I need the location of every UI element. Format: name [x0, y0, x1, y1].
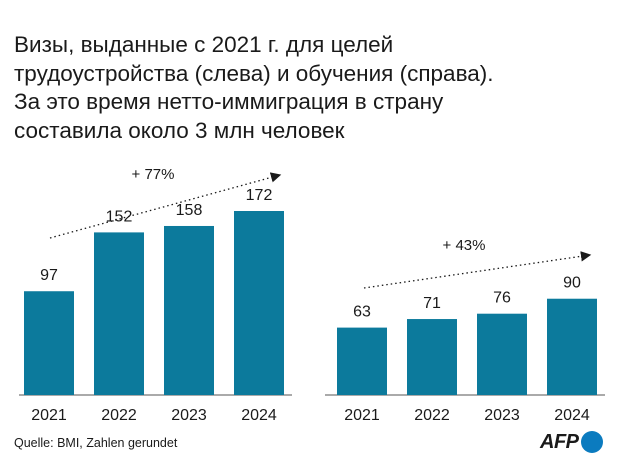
x-tick-label: 2024: [554, 407, 590, 424]
x-tick-label: 2024: [241, 407, 277, 424]
chart-title: Визы, выданные с 2021 г. для целей трудо…: [14, 31, 614, 145]
title-line-4: составила около 3 млн человек: [14, 117, 345, 143]
data-label: 97: [40, 267, 58, 284]
data-label: 71: [423, 295, 441, 312]
bar: [94, 232, 144, 395]
bar: [407, 319, 457, 395]
source-note: Quelle: BMI, Zahlen gerundet: [14, 436, 178, 450]
bar: [337, 327, 387, 395]
title-line-2: трудоустройства (слева) и обучения (спра…: [14, 60, 494, 86]
trend-arrow: [363, 251, 592, 289]
bar: [547, 298, 597, 395]
bar: [234, 211, 284, 395]
bar: [477, 313, 527, 395]
x-tick-label: 2022: [414, 407, 450, 424]
bar: [24, 291, 74, 395]
data-label: 90: [563, 275, 581, 292]
data-label: 158: [176, 202, 203, 219]
title-line-3: За это время нетто-иммиграция в страну: [14, 89, 444, 114]
x-tick-label: 2021: [31, 407, 67, 424]
bar: [164, 225, 214, 395]
afp-logo-dot: [580, 431, 603, 453]
growth-annotation: + 43%: [443, 237, 486, 254]
data-label: 63: [353, 304, 371, 321]
afp-logo-text: AFP: [540, 430, 579, 453]
data-label: 152: [106, 208, 133, 225]
x-tick-label: 2023: [171, 407, 207, 424]
x-tick-label: 2022: [101, 407, 137, 424]
data-label: 172: [246, 187, 273, 204]
x-tick-label: 2023: [484, 407, 520, 424]
trend-arrow: [49, 172, 282, 239]
afp-logo: AFP: [540, 428, 603, 456]
x-tick-label: 2021: [344, 407, 380, 424]
data-label: 76: [493, 290, 511, 307]
growth-annotation: + 77%: [132, 166, 175, 183]
title-line-1: Визы, выданные с 2021 г. для целей: [14, 32, 394, 57]
